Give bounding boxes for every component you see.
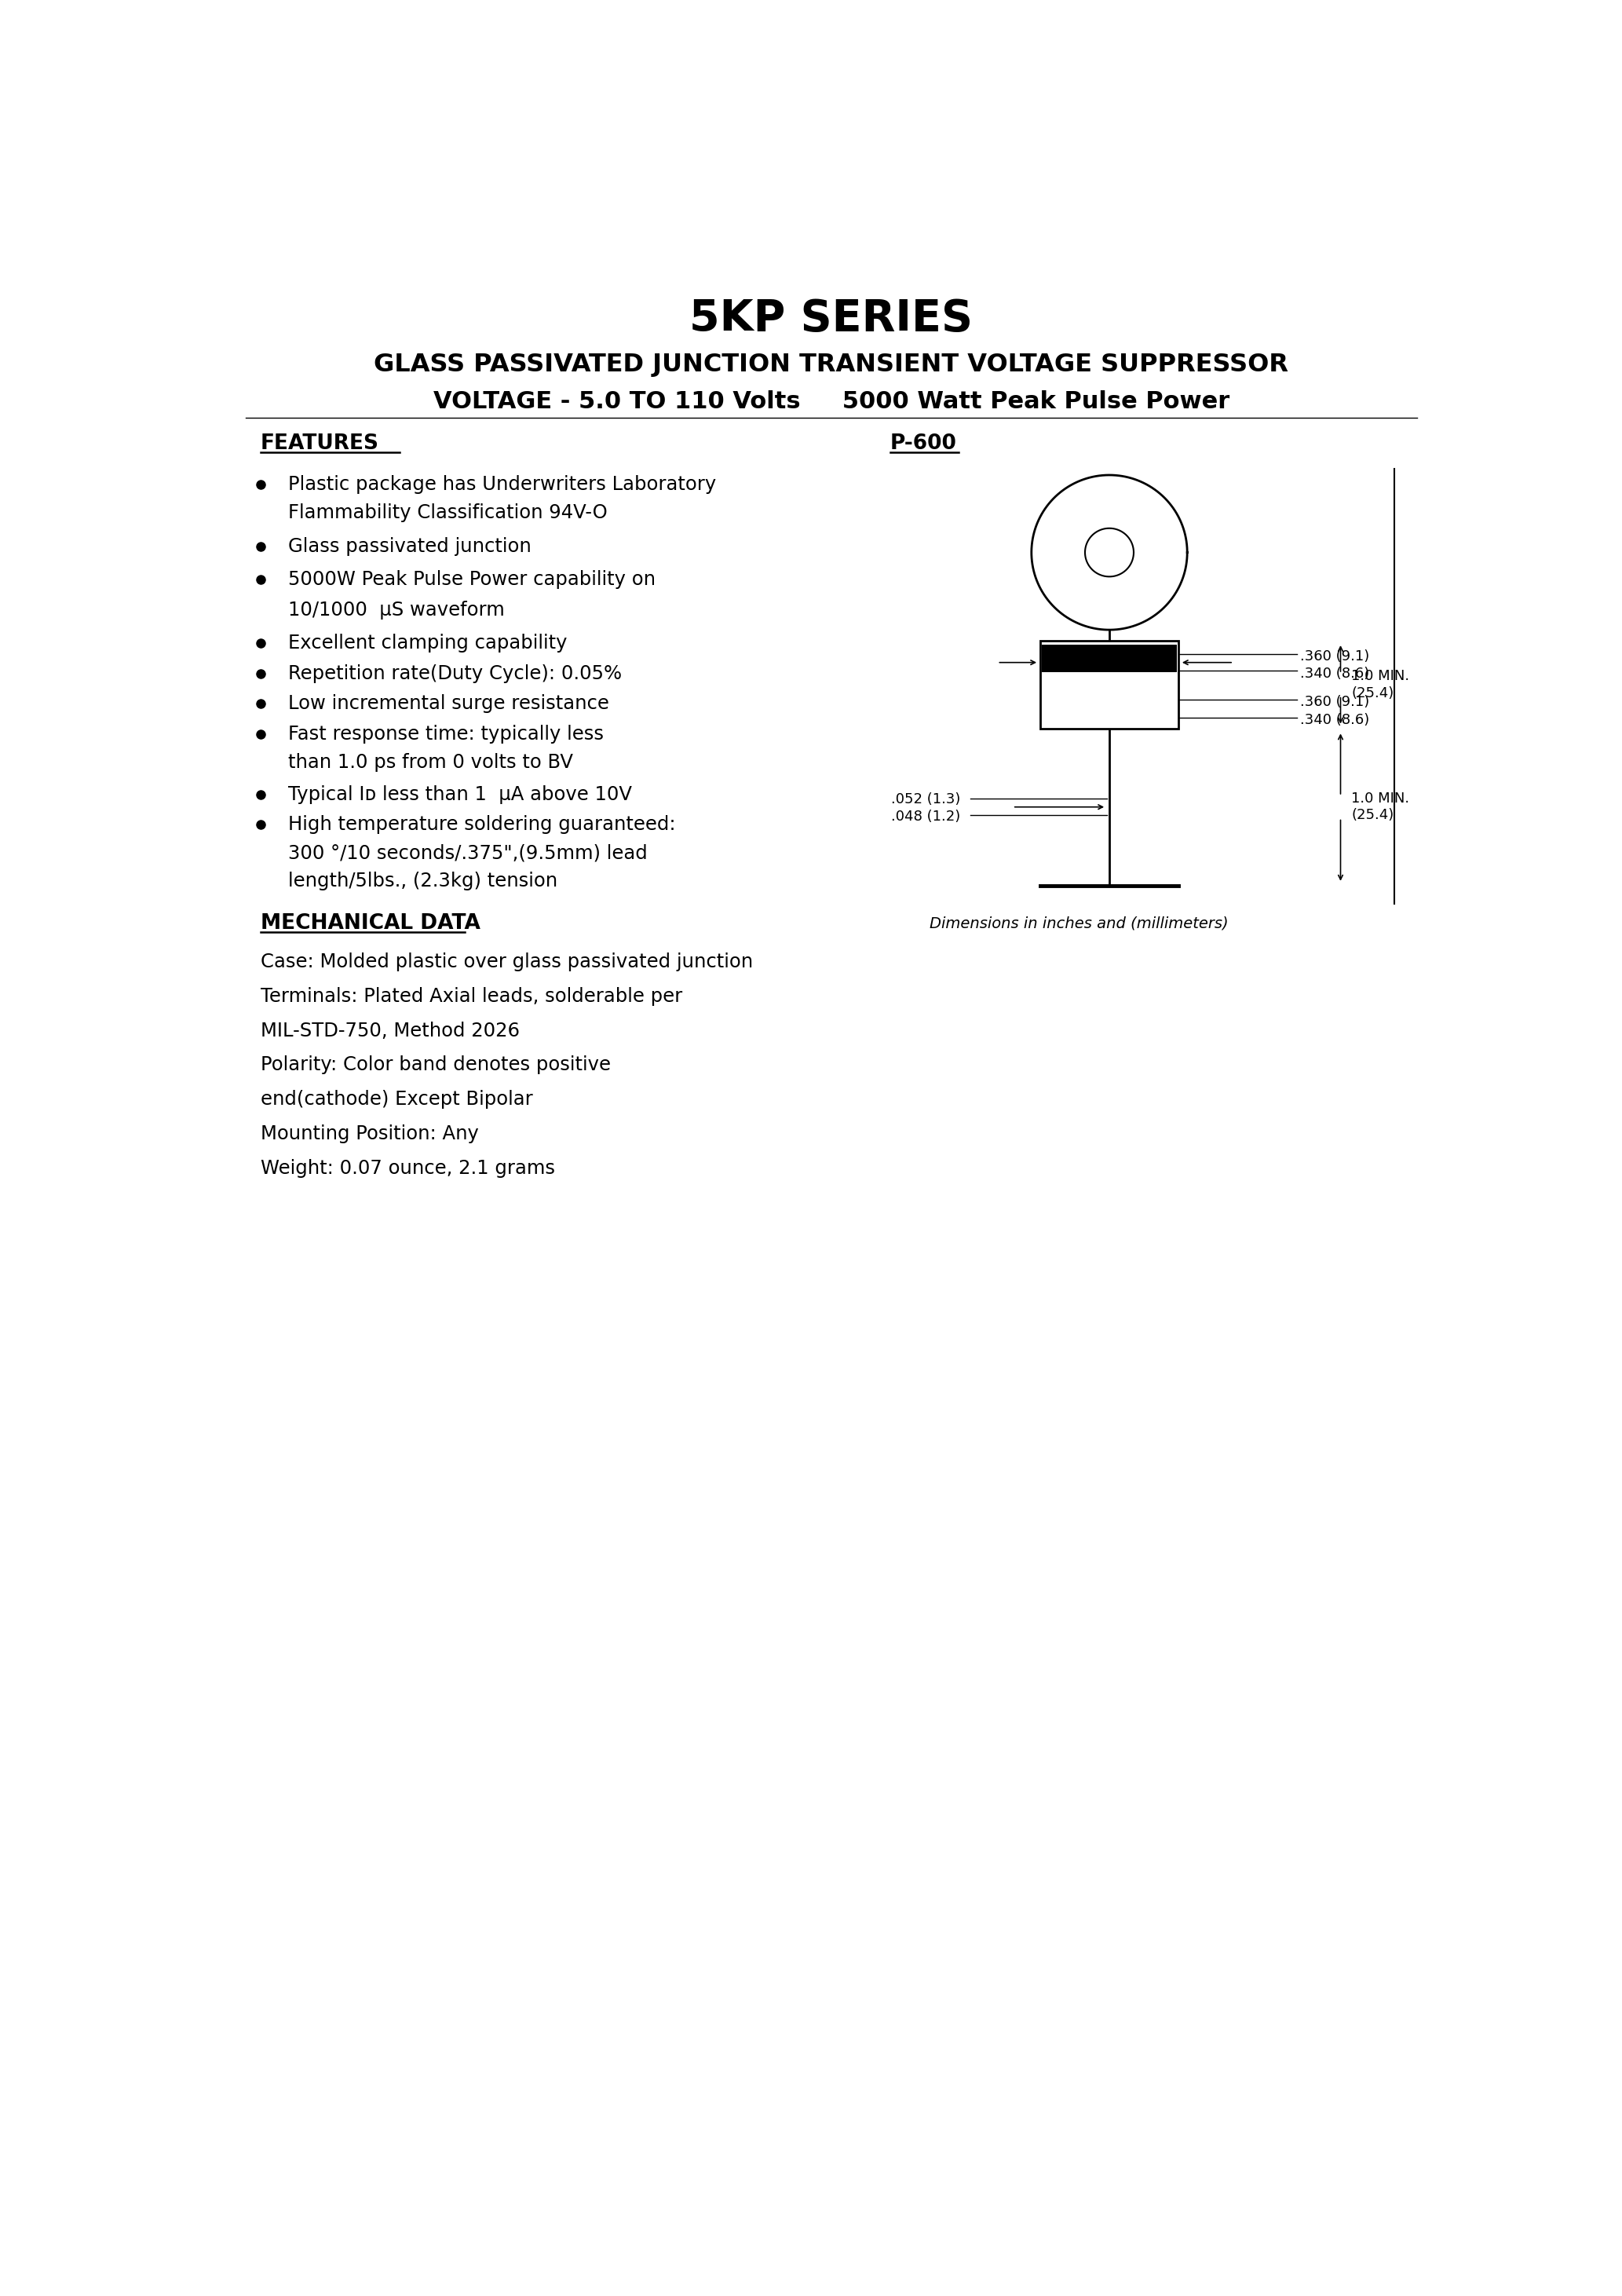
Text: Fast response time: typically less: Fast response time: typically less <box>289 726 603 744</box>
Text: MIL-STD-750, Method 2026: MIL-STD-750, Method 2026 <box>261 1022 519 1040</box>
Text: (25.4): (25.4) <box>1351 687 1393 700</box>
Text: 1.0 MIN.: 1.0 MIN. <box>1351 792 1410 806</box>
Bar <box>1040 641 1179 728</box>
Text: Case: Molded plastic over glass passivated junction: Case: Molded plastic over glass passivat… <box>261 953 753 971</box>
Text: .360 (9.1): .360 (9.1) <box>1301 696 1369 709</box>
Text: 300 °/10 seconds/.375",(9.5mm) lead: 300 °/10 seconds/.375",(9.5mm) lead <box>289 843 647 863</box>
Text: Polarity: Color band denotes positive: Polarity: Color band denotes positive <box>261 1056 611 1075</box>
Text: end(cathode) Except Bipolar: end(cathode) Except Bipolar <box>261 1091 532 1109</box>
Text: .340 (8.6): .340 (8.6) <box>1301 666 1369 680</box>
Text: MECHANICAL DATA: MECHANICAL DATA <box>261 914 480 934</box>
Text: Plastic package has Underwriters Laboratory: Plastic package has Underwriters Laborat… <box>289 475 715 494</box>
Text: (25.4): (25.4) <box>1351 808 1393 822</box>
Text: Mounting Position: Any: Mounting Position: Any <box>261 1125 478 1143</box>
Text: Flammability Classification 94V-O: Flammability Classification 94V-O <box>289 503 607 523</box>
Text: 1.0 MIN.: 1.0 MIN. <box>1351 668 1410 684</box>
Text: GLASS PASSIVATED JUNCTION TRANSIENT VOLTAGE SUPPRESSOR: GLASS PASSIVATED JUNCTION TRANSIENT VOLT… <box>375 354 1288 377</box>
Text: P-600: P-600 <box>890 434 957 455</box>
Text: 10/1000  µS waveform: 10/1000 µS waveform <box>289 602 504 620</box>
Text: Repetition rate(Duty Cycle): 0.05%: Repetition rate(Duty Cycle): 0.05% <box>289 664 621 682</box>
Text: FEATURES: FEATURES <box>261 434 380 455</box>
Text: .048 (1.2): .048 (1.2) <box>890 810 960 824</box>
Text: .340 (8.6): .340 (8.6) <box>1301 712 1369 728</box>
Text: Excellent clamping capability: Excellent clamping capability <box>289 634 568 652</box>
Bar <box>1041 645 1178 673</box>
Text: VOLTAGE - 5.0 TO 110 Volts     5000 Watt Peak Pulse Power: VOLTAGE - 5.0 TO 110 Volts 5000 Watt Pea… <box>433 390 1229 413</box>
Text: Weight: 0.07 ounce, 2.1 grams: Weight: 0.07 ounce, 2.1 grams <box>261 1159 555 1178</box>
Text: than 1.0 ps from 0 volts to BV: than 1.0 ps from 0 volts to BV <box>289 753 573 771</box>
Text: .360 (9.1): .360 (9.1) <box>1301 650 1369 664</box>
Text: Low incremental surge resistance: Low incremental surge resistance <box>289 693 608 714</box>
Text: 5000W Peak Pulse Power capability on: 5000W Peak Pulse Power capability on <box>289 569 655 590</box>
Text: .052 (1.3): .052 (1.3) <box>890 792 960 806</box>
Text: Typical Iᴅ less than 1  µA above 10V: Typical Iᴅ less than 1 µA above 10V <box>289 785 633 804</box>
Text: High temperature soldering guaranteed:: High temperature soldering guaranteed: <box>289 815 675 833</box>
Text: Terminals: Plated Axial leads, solderable per: Terminals: Plated Axial leads, solderabl… <box>261 987 683 1006</box>
Text: Dimensions in inches and (millimeters): Dimensions in inches and (millimeters) <box>929 916 1229 930</box>
Text: Glass passivated junction: Glass passivated junction <box>289 537 530 556</box>
Text: length/5lbs., (2.3kg) tension: length/5lbs., (2.3kg) tension <box>289 872 558 891</box>
Text: 5KP SERIES: 5KP SERIES <box>689 298 973 340</box>
